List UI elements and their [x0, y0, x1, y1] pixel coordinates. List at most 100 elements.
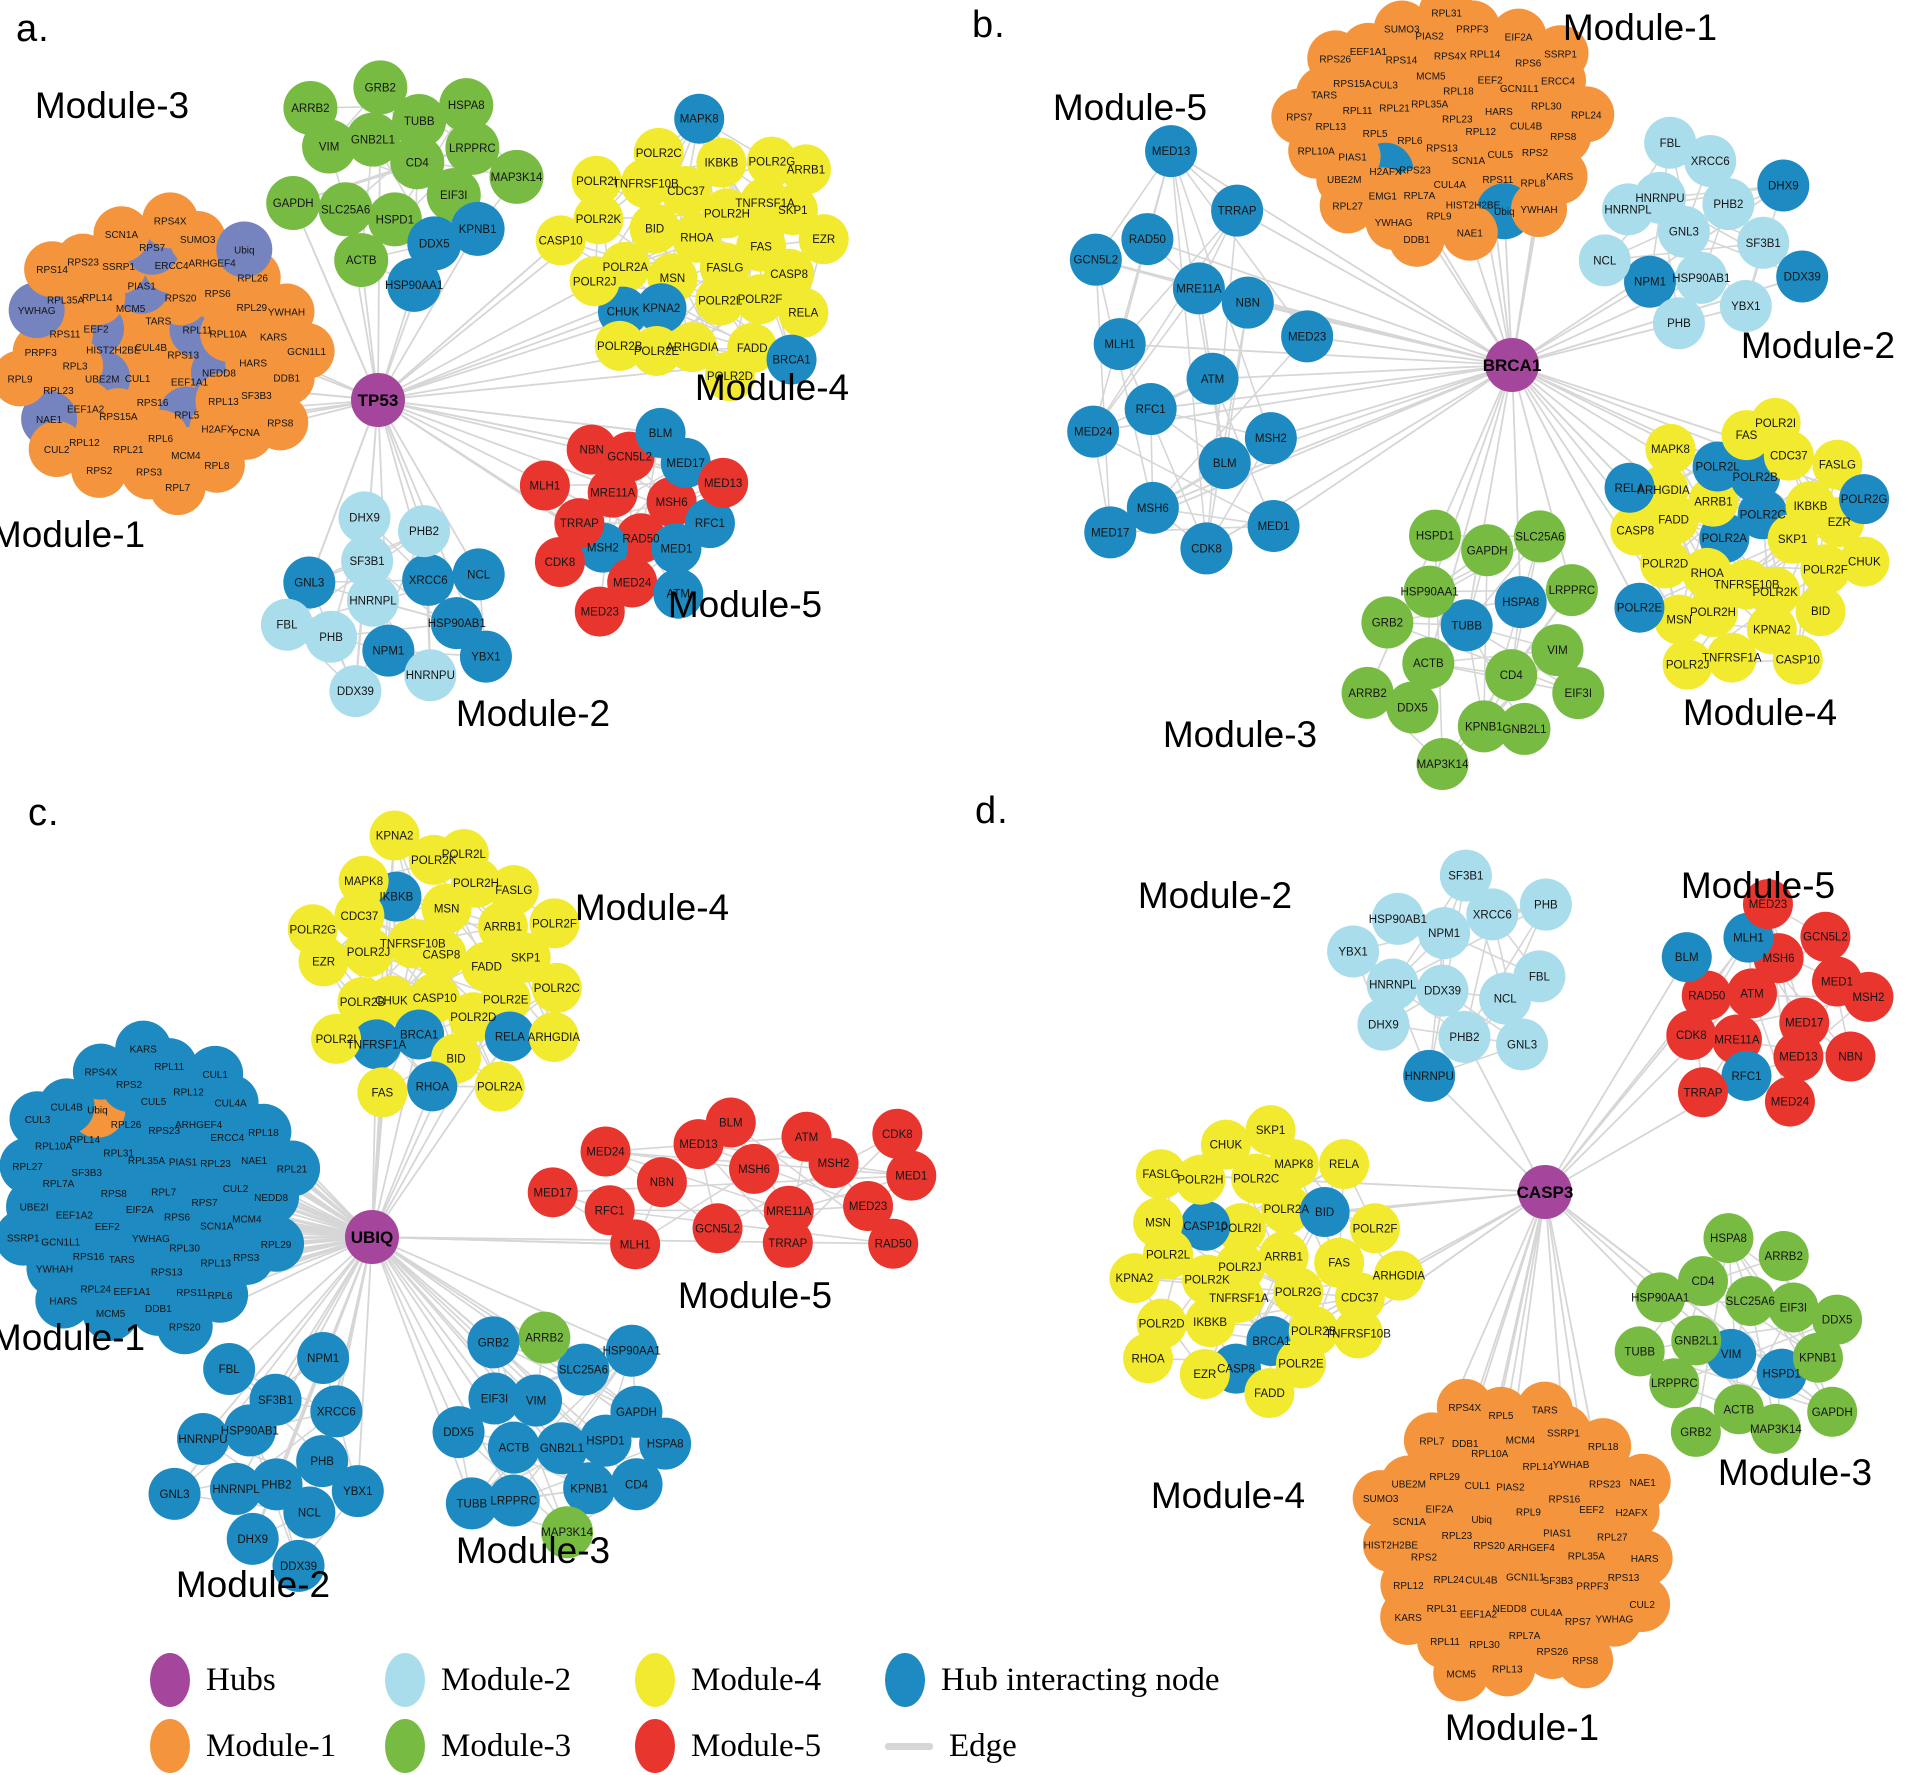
node-d-CD4[interactable] [1677, 1256, 1728, 1307]
node-c-BLM[interactable] [705, 1097, 756, 1148]
node-d-MED13[interactable] [1773, 1031, 1824, 1082]
node-b-BLM[interactable] [1198, 437, 1251, 490]
node-a-RPS14[interactable] [24, 241, 81, 298]
node-a-HNRNPU[interactable] [404, 649, 457, 702]
node-c-RPS20[interactable] [156, 1298, 213, 1355]
node-a-HSP90AB1[interactable] [430, 597, 483, 650]
node-b-GNB2L1[interactable] [1498, 702, 1551, 755]
node-d-FASLG[interactable] [1135, 1149, 1186, 1200]
node-c-NCL[interactable] [283, 1486, 336, 1539]
node-d-RPL18[interactable] [1575, 1418, 1632, 1475]
node-d-MED24[interactable] [1764, 1076, 1815, 1127]
node-a-SCN1A[interactable] [93, 206, 150, 263]
node-c-SKP1[interactable] [500, 932, 551, 983]
node-b-MED1[interactable] [1247, 499, 1300, 552]
node-c-SSRP1[interactable] [0, 1209, 52, 1266]
node-c-XRCC6[interactable] [310, 1385, 363, 1438]
node-c-MLH1[interactable] [610, 1219, 661, 1270]
node-a-RPS2[interactable] [71, 441, 128, 498]
node-d-RHOA[interactable] [1123, 1333, 1174, 1384]
node-a-MLH1[interactable] [519, 460, 570, 511]
node-a-POLR2K[interactable] [573, 194, 624, 245]
node-d-HIST2H2BE[interactable] [1362, 1516, 1419, 1573]
node-b-TNFRSF1A[interactable] [1706, 632, 1757, 683]
node-a-GCN1L1[interactable] [278, 323, 335, 380]
node-d-GNL3[interactable] [1496, 1018, 1549, 1071]
node-b-RAD50[interactable] [1121, 213, 1174, 266]
node-b-VIM[interactable] [1531, 624, 1584, 677]
node-a-HNRNPL[interactable] [346, 574, 399, 627]
node-b-MSH2[interactable] [1244, 412, 1297, 465]
node-a-RPS4X[interactable] [142, 192, 199, 249]
node-c-RPL21[interactable] [264, 1140, 321, 1197]
node-b-YBX1[interactable] [1719, 280, 1772, 333]
node-b-TRRAP[interactable] [1211, 184, 1264, 237]
node-d-CASP10[interactable] [1180, 1200, 1231, 1251]
node-b-POLR2G[interactable] [1839, 474, 1890, 525]
node-b-RPL24[interactable] [1558, 86, 1615, 143]
node-c-ATM[interactable] [781, 1111, 832, 1162]
node-a-PHB2[interactable] [398, 505, 451, 558]
node-b-MED17[interactable] [1084, 506, 1137, 559]
node-d-SF3B1[interactable] [1439, 849, 1492, 902]
node-d-TRRAP[interactable] [1677, 1067, 1728, 1118]
node-c-POLR2I[interactable] [311, 1013, 362, 1064]
node-b-POLR2I[interactable] [1750, 397, 1801, 448]
node-c-KARS[interactable] [115, 1020, 172, 1077]
node-b-MLH1[interactable] [1093, 318, 1146, 371]
node-b-RFC1[interactable] [1124, 383, 1177, 436]
node-a-CASP8[interactable] [764, 248, 815, 299]
node-b-POLR2F[interactable] [1800, 544, 1851, 595]
node-a-TUBB[interactable] [392, 94, 447, 149]
node-a-EZR[interactable] [798, 214, 849, 265]
node-c-GRB2[interactable] [467, 1316, 520, 1369]
node-a-BRCA1[interactable] [766, 334, 817, 385]
node-b-PHB[interactable] [1652, 297, 1705, 350]
node-a-MED23[interactable] [574, 586, 625, 637]
node-d-HSP90AA1[interactable] [1635, 1272, 1686, 1323]
node-a-RELA[interactable] [778, 287, 829, 338]
node-b-RPL31[interactable] [1418, 0, 1475, 41]
node-a-Ubiq[interactable] [216, 221, 273, 278]
node-d-CDC37[interactable] [1334, 1272, 1385, 1323]
node-b-NAE1[interactable] [1441, 204, 1498, 261]
node-d-PHB2[interactable] [1438, 1010, 1491, 1063]
node-d-MAP3K14[interactable] [1750, 1403, 1801, 1454]
hub-node-UBIQ[interactable] [345, 1210, 399, 1264]
node-d-GCN5L2[interactable] [1800, 911, 1851, 962]
node-d-DHX9[interactable] [1357, 998, 1410, 1051]
node-d-MCM5[interactable] [1433, 1645, 1490, 1702]
node-d-RPS8[interactable] [1557, 1632, 1614, 1689]
node-a-YBX1[interactable] [459, 630, 512, 683]
node-d-POLR2C[interactable] [1231, 1153, 1282, 1204]
node-b-MSH6[interactable] [1126, 481, 1179, 534]
node-a-MED13[interactable] [698, 457, 749, 508]
node-b-GCN5L2[interactable] [1069, 233, 1122, 286]
node-b-GAPDH[interactable] [1461, 524, 1514, 577]
node-c-POLR2F[interactable] [529, 898, 580, 949]
node-a-RFC1[interactable] [684, 498, 735, 549]
node-c-MED23[interactable] [843, 1181, 894, 1232]
node-a-RPS8[interactable] [252, 394, 309, 451]
node-a-RPL7[interactable] [149, 459, 206, 516]
node-b-FBL[interactable] [1644, 116, 1697, 169]
node-c-KPNA2[interactable] [369, 810, 420, 861]
node-a-SLC25A6[interactable] [318, 182, 373, 237]
node-d-DDX5[interactable] [1812, 1294, 1863, 1345]
node-d-DDX39[interactable] [1416, 964, 1469, 1017]
node-b-CASP10[interactable] [1772, 634, 1823, 685]
node-a-MSH6[interactable] [646, 476, 697, 527]
node-a-POLR2I[interactable] [571, 155, 622, 206]
node-d-RPS4X[interactable] [1436, 1378, 1493, 1435]
node-b-KPNB1[interactable] [1457, 700, 1510, 753]
node-b-POLR2E[interactable] [1614, 582, 1665, 633]
node-d-POLR2I[interactable] [1216, 1203, 1267, 1254]
node-d-KARS[interactable] [1380, 1588, 1437, 1645]
node-c-POLR2L[interactable] [438, 828, 489, 879]
node-b-DDX39[interactable] [1776, 250, 1829, 303]
node-d-RPL13[interactable] [1479, 1640, 1536, 1697]
node-a-FBL[interactable] [260, 598, 313, 651]
node-a-KPNA2[interactable] [636, 283, 687, 334]
node-b-BID[interactable] [1795, 586, 1846, 637]
node-d-CUL2[interactable] [1614, 1575, 1671, 1632]
